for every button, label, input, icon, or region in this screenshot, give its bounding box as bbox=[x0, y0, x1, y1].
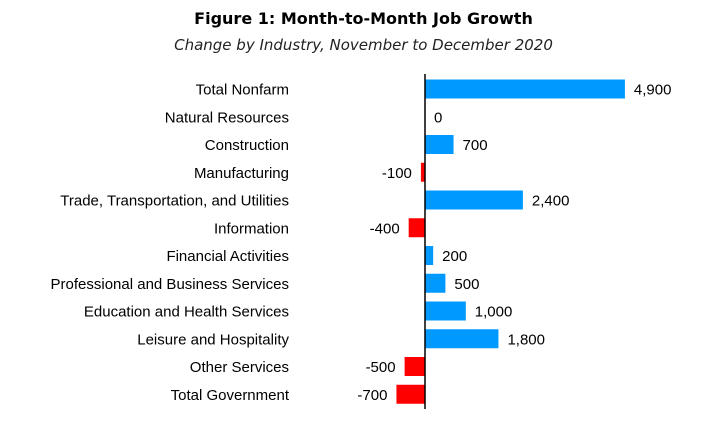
category-label: Education and Health Services bbox=[84, 304, 289, 321]
value-label: 0 bbox=[434, 109, 442, 126]
bar bbox=[408, 218, 425, 238]
category-label: Trade, Transportation, and Utilities bbox=[60, 193, 289, 210]
category-label: Financial Activities bbox=[166, 248, 289, 265]
value-label: 200 bbox=[442, 248, 467, 265]
value-label: -100 bbox=[382, 165, 412, 182]
bar bbox=[425, 301, 466, 321]
category-label: Leisure and Hospitality bbox=[137, 331, 289, 348]
chart-subtitle: Change by Industry, November to December… bbox=[174, 36, 553, 54]
value-label: 4,900 bbox=[634, 82, 672, 99]
chart-title: Figure 1: Month-to-Month Job Growth bbox=[194, 9, 533, 28]
bar bbox=[404, 357, 425, 376]
bar bbox=[425, 190, 523, 210]
category-label: Information bbox=[214, 220, 289, 237]
bar bbox=[420, 162, 425, 182]
value-label: 1,800 bbox=[507, 331, 545, 348]
bar bbox=[425, 273, 446, 293]
bar bbox=[425, 246, 434, 265]
value-label: 2,400 bbox=[532, 193, 570, 210]
bar bbox=[425, 329, 499, 349]
value-label: 1,000 bbox=[475, 304, 513, 321]
category-label: Professional and Business Services bbox=[51, 276, 289, 293]
bar bbox=[396, 384, 425, 404]
category-label: Total Government bbox=[171, 387, 290, 404]
category-label: Other Services bbox=[190, 359, 289, 376]
value-label: -700 bbox=[357, 387, 387, 404]
category-label: Construction bbox=[205, 137, 289, 154]
value-label: -400 bbox=[370, 220, 400, 237]
value-label: 700 bbox=[463, 137, 488, 154]
value-label: 500 bbox=[454, 276, 479, 293]
value-label: -500 bbox=[366, 359, 396, 376]
bar bbox=[425, 79, 625, 99]
category-label: Total Nonfarm bbox=[196, 82, 289, 99]
category-label: Manufacturing bbox=[194, 165, 289, 182]
category-label: Natural Resources bbox=[165, 109, 289, 126]
bar bbox=[425, 135, 454, 154]
